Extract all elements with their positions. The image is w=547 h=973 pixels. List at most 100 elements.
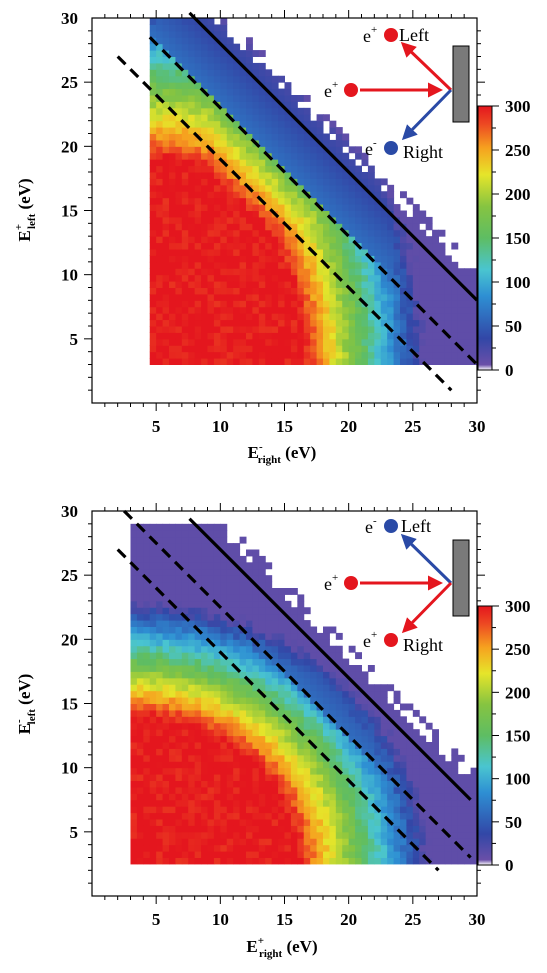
heatmap-cell (252, 549, 260, 557)
heatmap-cell (303, 281, 311, 288)
heatmap-cell (194, 120, 202, 128)
heatmap-cell (457, 799, 465, 807)
heatmap-cell (284, 268, 292, 276)
heatmap-cell (252, 594, 260, 602)
heatmap-cell (226, 742, 234, 749)
heatmap-cell (149, 95, 157, 102)
heatmap-cell (149, 716, 157, 724)
heatmap-cell (175, 722, 183, 730)
heatmap-cell (284, 82, 292, 90)
heatmap-cell (252, 626, 260, 634)
heatmap-cell (290, 332, 298, 340)
heatmap-cell (220, 632, 228, 640)
heatmap-cell (239, 216, 247, 224)
heatmap-cell (278, 229, 285, 237)
heatmap-cell (348, 338, 356, 346)
heatmap-cell (239, 139, 247, 147)
heatmap-cell (387, 261, 395, 269)
heatmap-cell (188, 780, 196, 788)
heatmap-cell (470, 345, 478, 353)
heatmap-cell (213, 178, 221, 186)
heatmap-cell (444, 825, 452, 833)
heatmap-cell (400, 851, 407, 858)
heatmap-cell (162, 665, 170, 672)
heatmap-cell (246, 319, 253, 327)
heatmap-cell (246, 729, 253, 737)
heatmap-cell (194, 319, 202, 327)
heatmap-cell (406, 799, 414, 807)
heatmap-cell (278, 95, 285, 102)
heatmap-cell (188, 594, 196, 602)
heatmap-cell (149, 658, 157, 666)
heatmap-cell (220, 133, 228, 141)
heatmap-cell (438, 799, 446, 807)
heatmap-cell (323, 114, 330, 122)
heatmap-cell (297, 831, 305, 839)
heatmap-cell (278, 774, 285, 781)
heatmap-cell (265, 735, 273, 743)
heatmap-cell (156, 799, 164, 807)
heatmap-cell (175, 780, 183, 788)
heatmap-cell (220, 690, 228, 698)
heatmap-cell (149, 351, 157, 359)
heatmap-cell (451, 774, 459, 781)
heatmap-cell (207, 242, 215, 250)
heatmap-cell (297, 127, 305, 134)
heatmap-cell (284, 709, 292, 717)
heatmap-cell (188, 69, 196, 77)
heatmap-cell (290, 709, 298, 717)
heatmap-cell (194, 677, 202, 685)
heatmap-cell (252, 242, 260, 250)
heatmap-cell (246, 88, 253, 96)
heatmap-cell (271, 152, 279, 160)
heatmap-cell (297, 594, 305, 602)
heatmap-cell (323, 819, 330, 826)
colorbar-tick-label: 250 (505, 640, 531, 659)
heatmap-cell (194, 332, 202, 340)
heatmap-cell (162, 825, 170, 833)
heatmap-cell (400, 261, 407, 269)
heatmap-cell (213, 761, 221, 769)
heatmap-cell (162, 748, 170, 756)
heatmap-cell (213, 671, 221, 679)
heatmap-cell (406, 729, 414, 737)
heatmap-cell (303, 261, 311, 269)
heatmap-cell (213, 665, 221, 672)
heatmap-cell (226, 812, 234, 820)
heatmap-cell (246, 326, 253, 333)
heatmap-cell (361, 857, 369, 865)
heatmap-cell (406, 274, 414, 282)
heatmap-cell (265, 274, 273, 282)
heatmap-cell (316, 838, 324, 846)
heatmap-cell (252, 261, 260, 269)
heatmap-cell (149, 767, 157, 775)
heatmap-cell (149, 786, 157, 794)
heatmap-cell (162, 851, 170, 858)
heatmap-cell (188, 600, 196, 608)
heatmap-cell (239, 581, 247, 589)
heatmap-cell (278, 300, 285, 308)
heatmap-cell (380, 300, 388, 308)
heatmap-cell (220, 358, 228, 365)
heatmap-cell (220, 30, 228, 38)
heatmap-cell (284, 742, 292, 749)
heatmap-cell (444, 857, 452, 865)
heatmap-cell (425, 844, 433, 852)
heatmap-cell (335, 652, 343, 660)
heatmap-cell (271, 242, 279, 250)
heatmap-cell (226, 684, 234, 692)
heatmap-cell (213, 242, 221, 250)
heatmap-cell (194, 812, 202, 820)
heatmap-cell (207, 665, 215, 672)
heatmap-cell (188, 786, 196, 794)
heatmap-cell (271, 780, 279, 788)
heatmap-cell (181, 326, 189, 333)
heatmap-cell (393, 204, 401, 211)
heatmap-cell (169, 722, 176, 730)
heatmap-cell (156, 133, 164, 141)
heatmap-cell (425, 851, 433, 858)
heatmap-cell (175, 735, 183, 743)
heatmap-cell (130, 568, 138, 576)
heatmap-cell (342, 281, 350, 288)
heatmap-cell (220, 838, 228, 846)
